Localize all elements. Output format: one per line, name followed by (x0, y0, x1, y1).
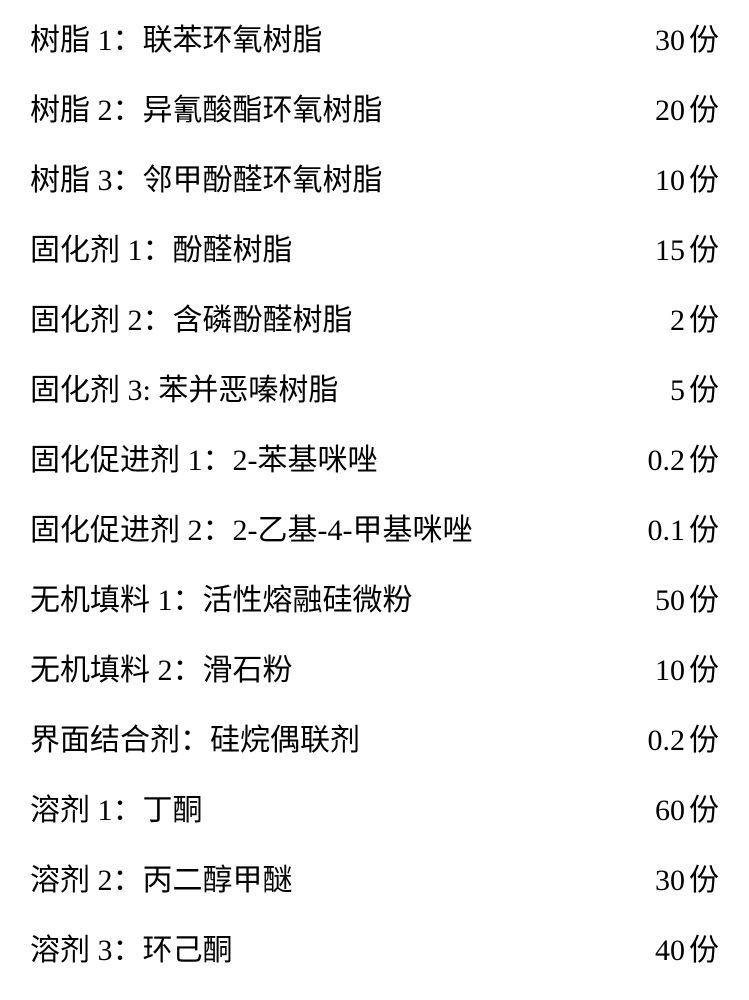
table-row: 界面结合剂：硅烷偶联剂 0.2份 (30, 720, 719, 762)
table-row: 无机填料 1：活性熔融硅微粉 50份 (30, 580, 719, 622)
table-row: 固化剂 1：酚醛树脂 15份 (30, 230, 719, 272)
ingredient-label: 固化剂 1：酚醛树脂 (30, 230, 579, 272)
ingredient-label: 无机填料 1：活性熔融硅微粉 (30, 580, 579, 622)
table-row: 固化促进剂 2：2-乙基-4-甲基咪唑 0.1份 (30, 510, 719, 552)
ingredient-amount: 15份 (579, 230, 719, 272)
table-row: 树脂 2：异氰酸酯环氧树脂 20份 (30, 90, 719, 132)
ingredient-label: 界面结合剂：硅烷偶联剂 (30, 720, 579, 762)
ingredient-label: 固化促进剂 2：2-乙基-4-甲基咪唑 (30, 510, 579, 552)
ingredient-label: 溶剂 1：丁酮 (30, 790, 579, 832)
ingredient-amount: 60份 (579, 790, 719, 832)
table-row: 溶剂 1：丁酮 60份 (30, 790, 719, 832)
ingredient-label: 无机填料 2：滑石粉 (30, 650, 579, 692)
ingredient-label: 固化剂 2：含磷酚醛树脂 (30, 300, 579, 342)
table-row: 无机填料 2：滑石粉 10份 (30, 650, 719, 692)
ingredient-amount: 30份 (579, 860, 719, 902)
ingredient-amount: 50份 (579, 580, 719, 622)
ingredient-amount: 5份 (579, 370, 719, 412)
ingredient-amount: 10份 (579, 160, 719, 202)
table-row: 溶剂 3：环己酮 40份 (30, 930, 719, 972)
ingredient-label: 固化促进剂 1：2-苯基咪唑 (30, 440, 579, 482)
table-row: 树脂 1：联苯环氧树脂 30份 (30, 20, 719, 62)
table-row: 固化剂 2：含磷酚醛树脂 2份 (30, 300, 719, 342)
ingredient-label: 树脂 3：邻甲酚醛环氧树脂 (30, 160, 579, 202)
table-row: 树脂 3：邻甲酚醛环氧树脂 10份 (30, 160, 719, 202)
ingredient-amount: 0.2份 (579, 440, 719, 482)
ingredient-amount: 20份 (579, 90, 719, 132)
formulation-list: 树脂 1：联苯环氧树脂 30份 树脂 2：异氰酸酯环氧树脂 20份 树脂 3：邻… (30, 20, 719, 972)
ingredient-amount: 0.2份 (579, 720, 719, 762)
ingredient-label: 溶剂 3：环己酮 (30, 930, 579, 972)
table-row: 固化剂 3: 苯并恶嗪树脂 5份 (30, 370, 719, 412)
ingredient-label: 树脂 2：异氰酸酯环氧树脂 (30, 90, 579, 132)
ingredient-amount: 0.1份 (579, 510, 719, 552)
ingredient-amount: 10份 (579, 650, 719, 692)
ingredient-amount: 40份 (579, 930, 719, 972)
ingredient-amount: 2份 (579, 300, 719, 342)
ingredient-label: 固化剂 3: 苯并恶嗪树脂 (30, 370, 579, 412)
table-row: 固化促进剂 1：2-苯基咪唑 0.2份 (30, 440, 719, 482)
ingredient-amount: 30份 (579, 20, 719, 62)
table-row: 溶剂 2：丙二醇甲醚 30份 (30, 860, 719, 902)
ingredient-label: 溶剂 2：丙二醇甲醚 (30, 860, 579, 902)
ingredient-label: 树脂 1：联苯环氧树脂 (30, 20, 579, 62)
